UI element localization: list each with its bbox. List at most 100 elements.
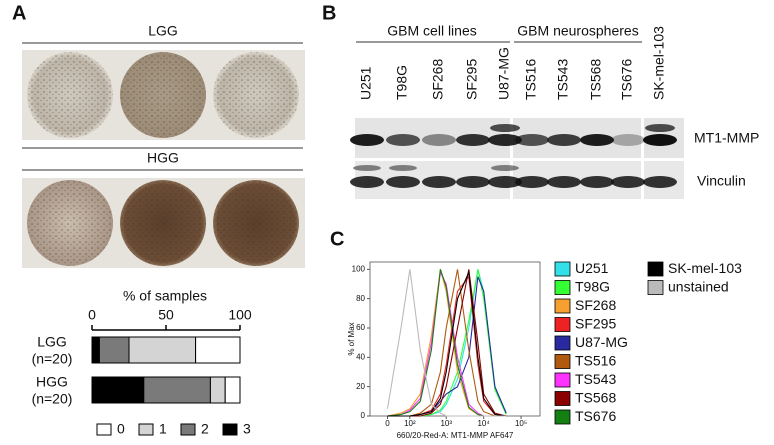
y-tick-label: 80 — [356, 294, 365, 303]
y-axis-label: % of Max — [347, 322, 356, 355]
x-tick-label: 50 — [158, 307, 174, 323]
legend-swatch — [554, 261, 571, 277]
band — [547, 176, 581, 188]
x-tick-label: 0 — [88, 307, 96, 323]
x-tick-label: 10² — [404, 419, 416, 428]
category-label: LGG — [37, 334, 67, 350]
x-tick-label: 10⁴ — [477, 419, 490, 428]
histogram-line — [386, 269, 507, 417]
band — [547, 134, 581, 146]
legend-label: TS543 — [575, 371, 616, 387]
lane-label: TS568 — [588, 59, 604, 100]
legend-swatch — [554, 409, 571, 425]
band-label: MT1-MMP — [694, 130, 759, 146]
band — [389, 165, 417, 171]
band — [490, 124, 520, 132]
legend-label: 3 — [243, 421, 251, 437]
bar-segment — [98, 336, 130, 364]
legend-swatch — [647, 280, 664, 295]
western-blot: U251 T98G SF268 SF295 U87-MG TS516 TS543 TS568 T… — [350, 23, 759, 199]
band — [580, 176, 614, 188]
band — [350, 134, 384, 146]
y-tick-label: 100 — [352, 264, 366, 273]
legend-swatch — [138, 423, 154, 436]
group-label: GBM cell lines — [387, 23, 476, 39]
legend-label: unstained — [668, 279, 729, 295]
lane-label: TS676 — [619, 59, 635, 100]
bar-segment — [224, 376, 241, 404]
bar-segment — [195, 336, 241, 364]
band-label: Vinculin — [697, 173, 746, 189]
legend-swatch — [554, 391, 571, 406]
y-tick-label: 40 — [356, 352, 365, 361]
band — [386, 134, 420, 146]
legend-swatch — [554, 354, 571, 369]
band — [456, 134, 490, 146]
category-label: HGG — [36, 374, 68, 390]
legend-label: TS568 — [575, 390, 616, 406]
legend-swatch — [554, 280, 571, 295]
band — [643, 176, 677, 188]
legend-label: 1 — [159, 421, 167, 437]
legend-label: TS676 — [575, 408, 616, 424]
band — [491, 165, 519, 171]
band — [456, 176, 490, 188]
row-label: HGG — [147, 150, 179, 166]
bar-segment — [209, 376, 226, 404]
lane-label: SF268 — [430, 59, 446, 100]
bar-segment — [91, 376, 145, 404]
lane-label: T98G — [394, 65, 410, 100]
panel-label: B — [322, 2, 336, 24]
y-tick-label: 20 — [356, 382, 365, 391]
band — [611, 134, 645, 146]
bar-segment — [128, 336, 197, 364]
histogram-line — [387, 270, 507, 417]
bar-segment — [91, 336, 100, 364]
legend-label: U87-MG — [575, 334, 628, 350]
band — [422, 176, 456, 188]
band — [353, 165, 381, 171]
lane-label: SK-mel-103 — [651, 26, 667, 100]
legend-label: U251 — [575, 260, 609, 276]
panel-label: A — [12, 2, 26, 24]
lane-label: TS516 — [523, 59, 539, 100]
legend-label: SF295 — [575, 316, 616, 332]
x-tick-label: 10⁵ — [515, 419, 527, 428]
legend-label: SF268 — [575, 297, 616, 313]
x-axis-label: 660/20-Red-A: MT1-MMP AF647 — [397, 431, 514, 440]
band — [580, 134, 614, 146]
group-label: GBM neurospheres — [517, 23, 638, 39]
legend-label: SK-mel-103 — [668, 260, 742, 276]
legend-swatch — [180, 423, 196, 436]
band — [422, 134, 456, 146]
y-tick-label: 0 — [361, 411, 366, 420]
category-label: (n=20) — [32, 391, 73, 407]
band — [350, 176, 384, 188]
panel-label: C — [330, 228, 344, 250]
lane-label: TS543 — [555, 59, 571, 100]
legend-swatch — [647, 261, 664, 277]
x-tick-label: 10³ — [440, 419, 452, 428]
row-label: LGG — [148, 23, 178, 39]
band — [645, 124, 675, 132]
legend-swatch — [554, 317, 571, 332]
chart-title: % of samples — [123, 288, 207, 304]
bar-segment — [143, 376, 211, 404]
category-label: (n=20) — [32, 351, 73, 367]
band — [386, 176, 420, 188]
band — [488, 134, 522, 146]
legend-swatch — [96, 423, 112, 436]
y-tick-label: 60 — [356, 323, 365, 332]
legend-label: TS516 — [575, 353, 616, 369]
band — [488, 176, 522, 188]
lane-label: U87-MG — [496, 47, 512, 100]
band — [643, 134, 677, 146]
legend-label: T98G — [575, 279, 610, 295]
band — [515, 176, 549, 188]
legend-swatch — [222, 423, 238, 436]
panel-a-images — [22, 42, 305, 268]
legend-swatch — [554, 335, 571, 351]
lane-label: U251 — [358, 66, 374, 100]
legend-swatch — [554, 298, 571, 314]
